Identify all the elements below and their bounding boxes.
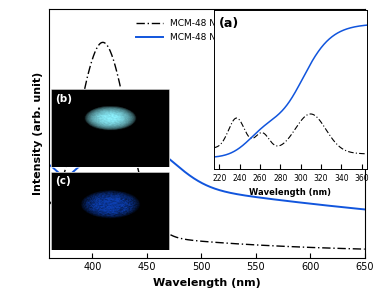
Text: (a): (a) bbox=[219, 17, 239, 30]
Text: (c): (c) bbox=[56, 176, 71, 186]
Text: (b): (b) bbox=[56, 94, 73, 104]
Y-axis label: Intensity (arb. unit): Intensity (arb. unit) bbox=[33, 72, 43, 195]
X-axis label: Wavelength (nm): Wavelength (nm) bbox=[249, 188, 332, 197]
Legend: MCM-48 NPs, MCM-48 NPNFs: MCM-48 NPs, MCM-48 NPNFs bbox=[132, 16, 242, 46]
X-axis label: Wavelength (nm): Wavelength (nm) bbox=[153, 278, 261, 288]
